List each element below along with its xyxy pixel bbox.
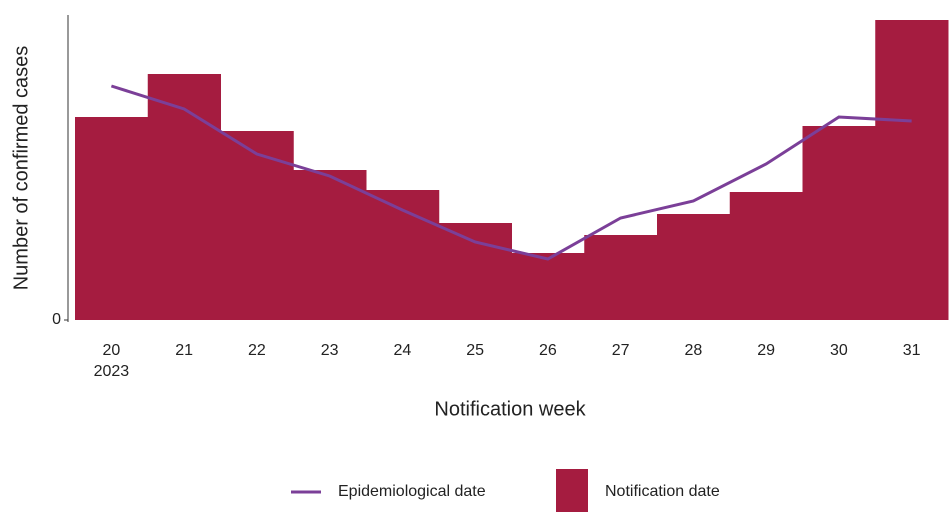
legend-label: Epidemiological date (338, 483, 486, 500)
bar (657, 214, 731, 320)
bar (147, 74, 221, 320)
y-tick-label: 0 (52, 311, 61, 328)
x-axis-title: Notification week (434, 398, 586, 420)
x-tick-label: 29 (757, 342, 775, 359)
legend-label: Notification date (605, 483, 720, 500)
bar (438, 223, 512, 320)
x-tick-label: 26 (539, 342, 557, 359)
x-year-label: 2023 (94, 363, 130, 380)
bar (220, 131, 294, 320)
bar (293, 170, 367, 320)
bar (729, 192, 803, 320)
x-tick-label: 28 (684, 342, 702, 359)
bar (75, 117, 149, 320)
bar (802, 126, 876, 320)
x-tick-label: 25 (466, 342, 484, 359)
x-tick-label: 24 (393, 342, 411, 359)
legend-swatch (556, 469, 588, 512)
y-axis-title: Number of confirmed cases (10, 46, 32, 291)
x-tick-label: 23 (321, 342, 339, 359)
x-tick-label: 20 (102, 342, 120, 359)
line (110, 84, 912, 261)
bar (511, 253, 585, 320)
x-tick-label: 30 (830, 342, 848, 359)
bar (875, 20, 949, 320)
bar (584, 235, 658, 320)
x-tick-label: 21 (175, 342, 193, 359)
x-tick-label: 22 (248, 342, 266, 359)
x-tick-label: 27 (612, 342, 630, 359)
x-tick-label: 31 (903, 342, 921, 359)
